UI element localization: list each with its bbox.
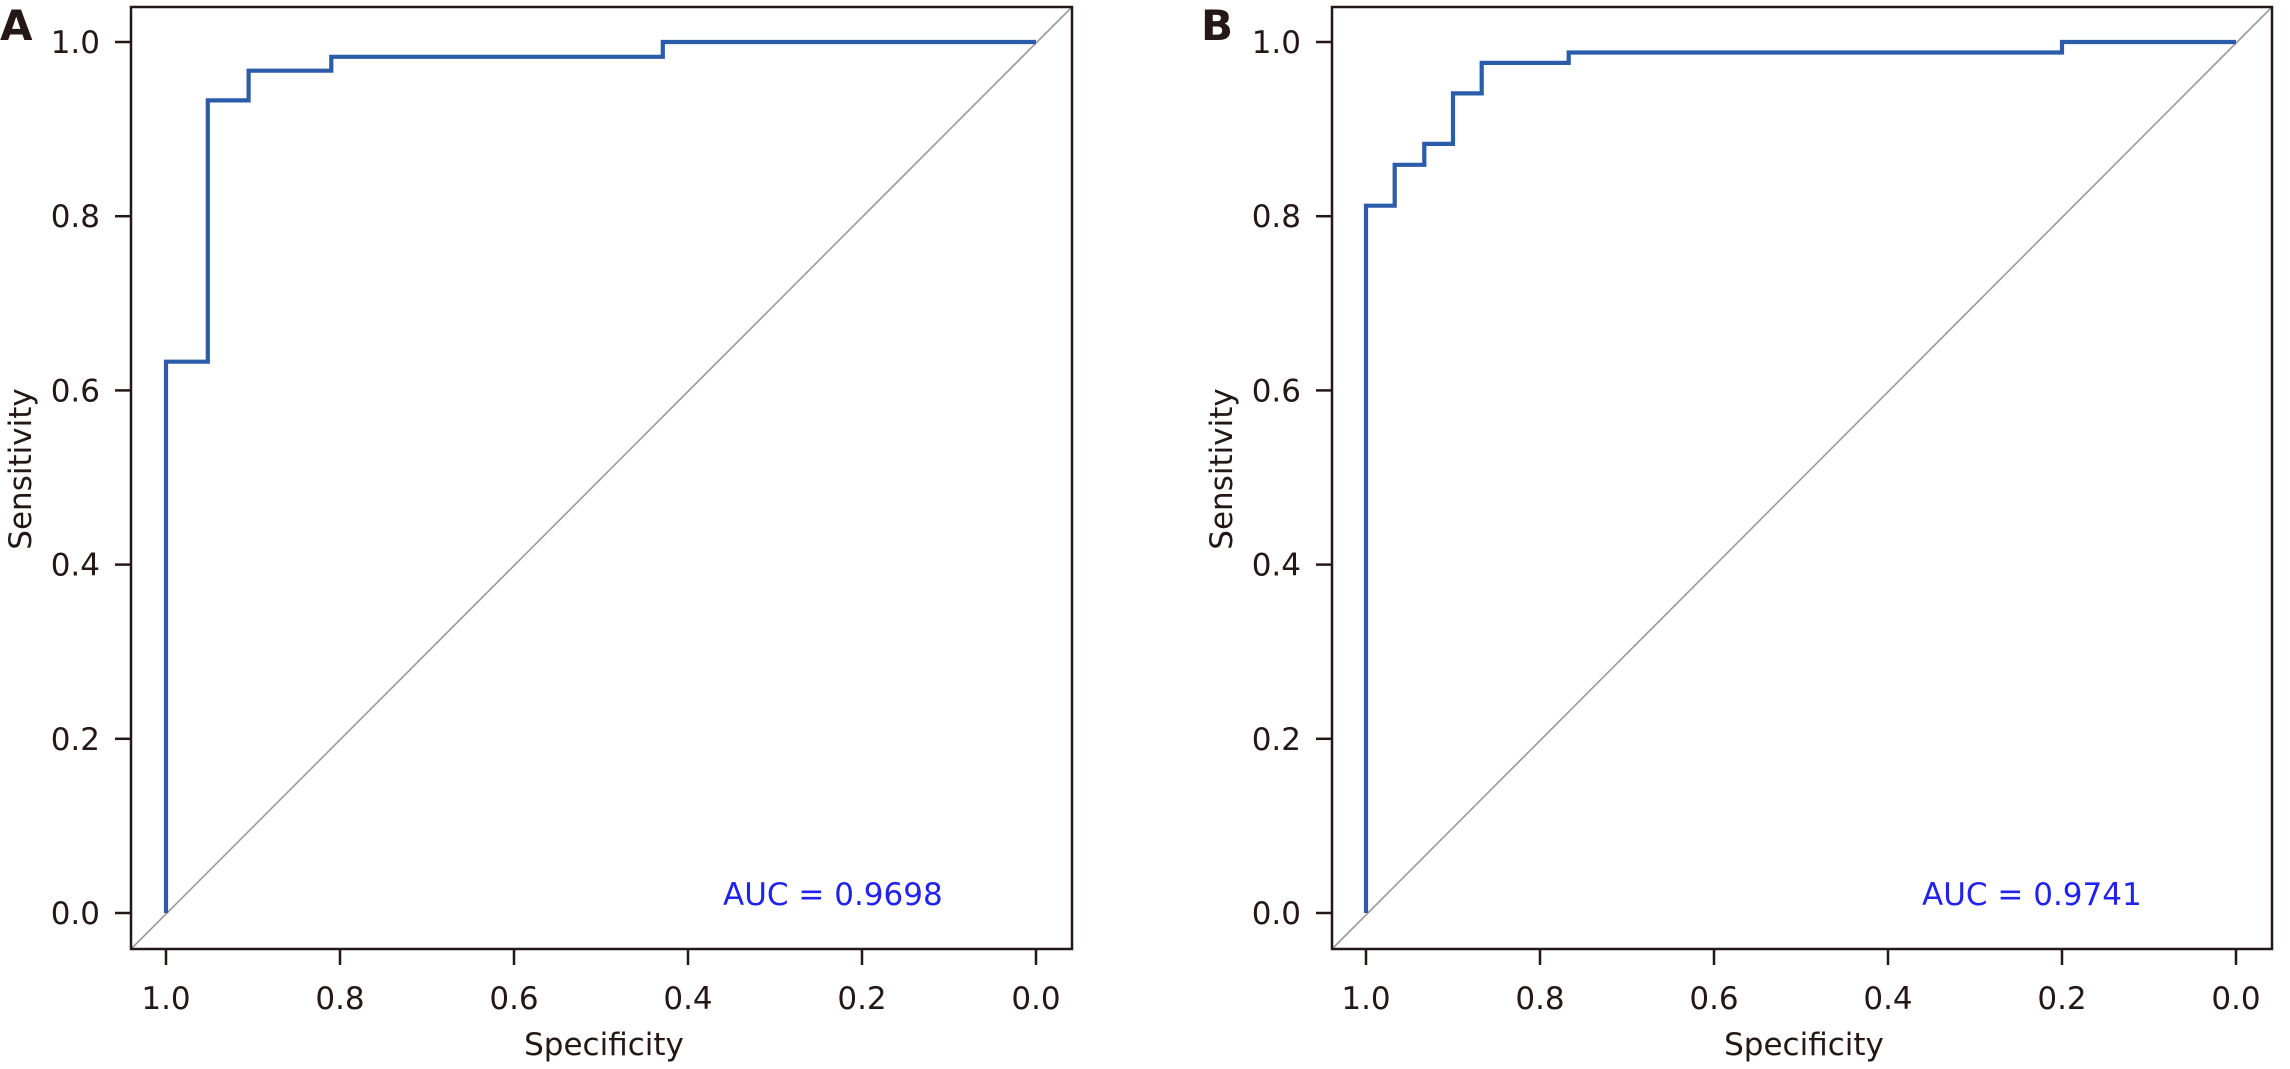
panel-label-b: B bbox=[1201, 1, 1233, 50]
y-tick-label-a: 0.2 bbox=[51, 722, 100, 758]
x-tick-label-b: 0.2 bbox=[2037, 981, 2086, 1017]
x-tick-label-b: 1.0 bbox=[1341, 981, 1390, 1017]
y-tick-label-b: 0.0 bbox=[1252, 896, 1301, 932]
x-tick-label-a: 0.8 bbox=[315, 981, 364, 1017]
y-tick-label-b: 0.6 bbox=[1252, 373, 1301, 409]
x-tick-label-a: 1.0 bbox=[141, 981, 190, 1017]
x-axis-title-a: Specificity bbox=[524, 1027, 684, 1063]
y-tick-label-b: 0.2 bbox=[1252, 722, 1301, 758]
plot-frame-b bbox=[1330, 5, 2274, 951]
y-tick-label-a: 0.6 bbox=[51, 373, 100, 409]
auc-annotation-a: AUC = 0.9698 bbox=[723, 877, 943, 913]
x-tick-label-b: 0.8 bbox=[1515, 981, 1564, 1017]
x-tick-label-b: 0.6 bbox=[1689, 981, 1738, 1017]
y-tick-label-b: 0.8 bbox=[1252, 199, 1301, 235]
x-tick-label-a: 0.4 bbox=[663, 981, 712, 1017]
auc-annotation-b: AUC = 0.9741 bbox=[1922, 877, 2142, 913]
x-axis-title-b: Specificity bbox=[1724, 1027, 1884, 1063]
x-tick-label-a: 0.6 bbox=[489, 981, 538, 1017]
y-tick-label-b: 0.4 bbox=[1252, 548, 1301, 584]
x-tick-label-b: 0.0 bbox=[2211, 981, 2260, 1017]
y-tick-label-a: 0.8 bbox=[51, 199, 100, 235]
x-tick-label-a: 0.0 bbox=[1011, 981, 1060, 1017]
y-tick-label-a: 1.0 bbox=[51, 25, 100, 61]
reference-diagonal-a bbox=[130, 6, 1073, 950]
y-axis-title-b: Sensitivity bbox=[1204, 388, 1240, 549]
panel-b: B Sensitivity Specificity AUC = 0.9741 0… bbox=[1201, 1, 2274, 1063]
y-tick-label-a: 0.4 bbox=[51, 548, 100, 584]
y-tick-label-b: 1.0 bbox=[1252, 25, 1301, 61]
panel-label-a: A bbox=[0, 1, 33, 50]
roc-curve-a bbox=[163, 39, 1036, 913]
plot-frame-a bbox=[129, 5, 1074, 951]
y-tick-label-a: 0.0 bbox=[51, 896, 100, 932]
x-tick-label-b: 0.4 bbox=[1863, 981, 1912, 1017]
roc-curve-b bbox=[1363, 39, 2236, 913]
panel-a: A Sensitivity Specificity AUC = 0.9698 0… bbox=[0, 1, 1074, 1063]
y-axis-title-a: Sensitivity bbox=[3, 388, 39, 549]
x-tick-label-a: 0.2 bbox=[837, 981, 886, 1017]
reference-diagonal-b bbox=[1331, 6, 2273, 950]
